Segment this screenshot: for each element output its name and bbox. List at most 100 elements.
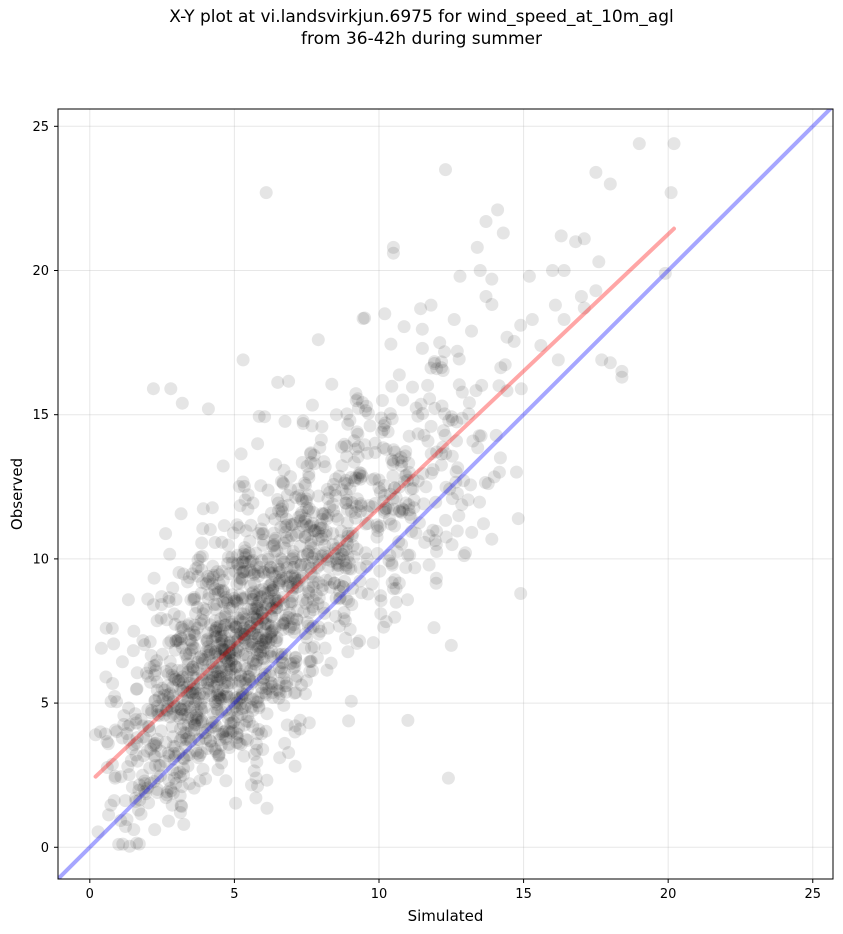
data-point [247, 589, 261, 603]
data-point [151, 771, 165, 785]
data-point [208, 646, 222, 660]
data-point [388, 519, 401, 533]
data-point [213, 733, 227, 747]
data-point [150, 614, 164, 628]
data-point [134, 807, 148, 821]
data-point [403, 507, 417, 521]
data-point [165, 798, 179, 812]
data-point [466, 434, 480, 448]
data-point [449, 475, 463, 489]
data-point [300, 518, 314, 532]
data-point [228, 691, 242, 705]
data-point [133, 778, 146, 792]
data-point [199, 732, 213, 745]
data-point [221, 596, 234, 610]
data-point [341, 526, 355, 540]
data-point [311, 597, 325, 611]
data-point [201, 640, 215, 654]
data-point [293, 722, 307, 736]
data-point [108, 723, 122, 737]
data-point [155, 681, 169, 695]
data-point [225, 653, 239, 667]
data-point [234, 668, 247, 681]
data-point [241, 602, 255, 616]
data-point [287, 656, 301, 670]
data-point [236, 555, 250, 569]
data-point [230, 620, 243, 634]
data-point [236, 565, 250, 579]
data-point [100, 735, 114, 749]
data-point [319, 528, 333, 542]
data-point [266, 583, 280, 597]
data-point [203, 647, 217, 661]
data-point [310, 651, 324, 665]
y-tick-label: 5 [41, 697, 49, 712]
data-point [219, 591, 233, 604]
data-point [296, 519, 310, 533]
data-point [514, 382, 528, 396]
data-point [260, 601, 274, 615]
data-point [172, 566, 186, 579]
data-point [233, 697, 247, 711]
data-point [285, 552, 299, 566]
data-point [101, 737, 115, 751]
data-point [339, 558, 353, 572]
data-point [419, 480, 433, 494]
data-point [208, 582, 222, 596]
data-point [236, 475, 250, 489]
data-point [279, 531, 293, 545]
data-point [242, 715, 256, 729]
data-point [180, 670, 194, 684]
data-point [175, 780, 189, 794]
data-point [216, 595, 230, 609]
data-point [473, 264, 487, 277]
data-point [344, 562, 358, 576]
data-point [172, 674, 185, 688]
data-point [284, 657, 297, 671]
data-point [100, 761, 114, 774]
data-point [304, 567, 318, 581]
data-point [324, 554, 338, 568]
data-point [189, 695, 203, 709]
data-point [195, 667, 209, 681]
data-point [222, 639, 236, 653]
data-point [403, 548, 417, 562]
data-point [265, 624, 279, 638]
data-point [289, 528, 303, 542]
data-point [188, 628, 202, 642]
data-point [387, 582, 400, 596]
data-point [266, 539, 279, 553]
data-point [340, 450, 354, 463]
data-point [186, 660, 200, 674]
data-point [340, 516, 354, 529]
data-point [127, 624, 141, 638]
data-point [315, 521, 329, 535]
data-point [472, 429, 486, 443]
data-point [371, 524, 385, 538]
data-point [132, 837, 146, 851]
data-point [222, 567, 236, 581]
data-point [238, 701, 252, 715]
data-point [266, 583, 280, 597]
data-point [166, 695, 180, 709]
data-point [487, 470, 501, 484]
data-point [177, 726, 191, 740]
data-point [237, 479, 251, 493]
data-point [222, 690, 236, 704]
data-point [243, 624, 257, 638]
data-point [450, 524, 464, 538]
data-point [337, 612, 351, 626]
data-point [311, 333, 325, 347]
data-point [159, 664, 173, 678]
data-point [302, 585, 315, 598]
data-point [354, 466, 368, 480]
data-point [242, 670, 256, 684]
data-point [253, 603, 267, 617]
data-point [214, 661, 228, 674]
data-point [236, 648, 250, 662]
data-point [191, 569, 205, 583]
data-point [259, 186, 273, 200]
data-point [240, 623, 254, 637]
